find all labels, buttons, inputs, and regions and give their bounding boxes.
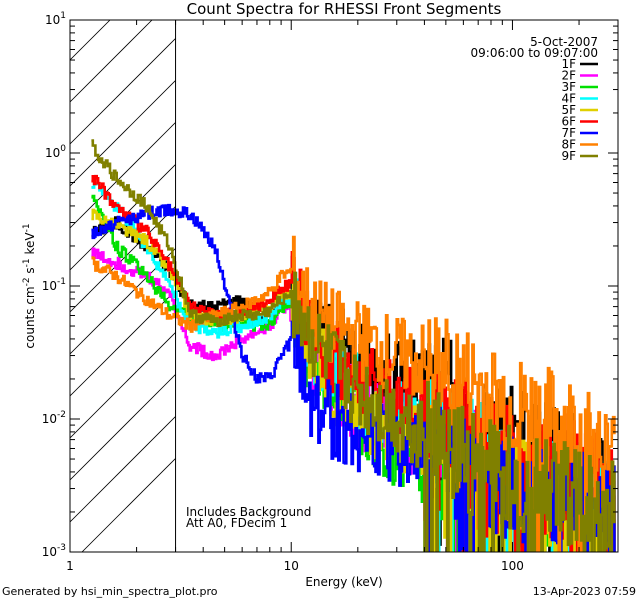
y-tick-exponent: -1 — [57, 277, 66, 287]
y-axis-label-exp2: -1 — [22, 258, 32, 267]
hatch-line — [70, 0, 176, 18]
footer-generated-by: Generated by hsi_min_spectra_plot.pro — [2, 585, 218, 598]
legend-label-1F: 1F — [561, 57, 576, 71]
hatch-line — [70, 38, 176, 145]
x-axis-ticks — [69, 20, 619, 552]
y-tick-exponent: 0 — [60, 144, 66, 154]
x-tick-label: 100 — [501, 559, 524, 573]
x-tick-label: 10 — [284, 559, 299, 573]
hatch-line — [70, 80, 176, 187]
annotation-attenuator: Att A0, FDecim 1 — [186, 516, 287, 530]
legend-label-4F: 4F — [561, 92, 576, 106]
hatched-region — [70, 0, 176, 552]
y-axis-label-tail: keV — [23, 232, 37, 259]
legend-label-2F: 2F — [561, 69, 576, 83]
y-tick-base: 10 — [42, 279, 57, 293]
y-tick-exponent: 1 — [60, 11, 66, 21]
hatch-line — [70, 332, 176, 439]
y-tick-base: 10 — [45, 146, 60, 160]
annotation-background: Includes Background — [186, 505, 311, 519]
x-axis-tick-labels: 1 10 100 — [66, 559, 524, 573]
x-axis-label: Energy (keV) — [305, 575, 382, 589]
y-axis-label-exp1: -2 — [22, 277, 32, 286]
legend-time-range: 09:06:00 to 09:07:00 — [471, 46, 598, 60]
y-tick-exponent: -3 — [57, 543, 66, 553]
legend-date: 5-Oct-2007 — [530, 35, 598, 49]
y-tick-base: 10 — [45, 13, 60, 27]
y-axis-label-mid: s — [23, 267, 37, 277]
legend-label-7F: 7F — [561, 126, 576, 140]
hatch-line — [70, 374, 176, 481]
y-tick-label: 10-1 — [42, 277, 66, 293]
hatch-line — [70, 20, 153, 103]
x-tick-label: 1 — [66, 559, 74, 573]
y-tick-label: 10-2 — [42, 410, 66, 426]
series-layer — [91, 139, 616, 552]
y-tick-base: 10 — [42, 412, 57, 426]
legend: 5-Oct-2007 09:06:00 to 09:07:00 1F2F3F4F… — [471, 35, 598, 163]
y-axis-label-base: counts cm — [23, 286, 37, 348]
legend-label-3F: 3F — [561, 80, 576, 94]
legend-label-9F: 9F — [561, 149, 576, 163]
y-tick-label: 10-3 — [42, 543, 66, 559]
y-tick-base: 10 — [42, 545, 57, 559]
y-axis-label: counts cm-2 s-1 keV-1 — [22, 223, 37, 348]
legend-label-8F: 8F — [561, 138, 576, 152]
y-axis-ticks — [70, 25, 618, 553]
hatch-line — [70, 122, 176, 229]
y-axis-label-exp3: -1 — [22, 223, 32, 232]
hatch-line — [70, 20, 111, 61]
y-tick-label: 100 — [45, 144, 66, 160]
legend-label-5F: 5F — [561, 103, 576, 117]
series-9F-line — [91, 139, 616, 552]
hatch-line — [81, 458, 176, 552]
hatch-line — [70, 416, 176, 523]
chart-title: Count Spectra for RHESSI Front Segments — [187, 0, 502, 18]
legend-label-6F: 6F — [561, 115, 576, 129]
footer-timestamp: 13-Apr-2023 07:59 — [533, 585, 636, 598]
y-tick-exponent: -2 — [57, 410, 66, 420]
y-tick-label: 101 — [45, 11, 66, 27]
